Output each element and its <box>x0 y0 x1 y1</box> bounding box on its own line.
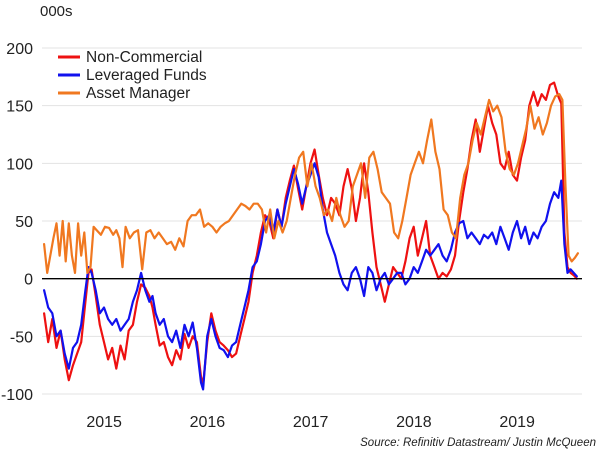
y-tick-labels: 200 150 100 50 0 -50 -100 <box>1 41 33 404</box>
y-tick-label: -100 <box>1 387 33 404</box>
y-tick-label: 150 <box>6 99 33 116</box>
y-tick-label: 50 <box>15 214 33 231</box>
source-label: Source: Refinitiv Datastream/ Justin McQ… <box>360 437 596 449</box>
series-line-2 <box>43 93 579 274</box>
y-tick-label: 0 <box>24 272 33 289</box>
x-tick-labels: 2015 2016 2017 2018 2019 <box>86 414 535 431</box>
x-tick-label: 2015 <box>86 414 122 431</box>
legend-label: Asset Manager <box>86 85 190 102</box>
y-tick-label: 100 <box>6 156 33 173</box>
legend-label: Leveraged Funds <box>86 67 207 84</box>
legend-label: Non-Commercial <box>86 49 202 66</box>
x-tick-label: 2017 <box>293 414 329 431</box>
x-tick-label: 2019 <box>499 414 535 431</box>
x-tick-label: 2018 <box>396 414 432 431</box>
y-tick-label: -50 <box>10 329 33 346</box>
series-lines <box>43 81 579 391</box>
y-tick-label: 200 <box>6 41 33 58</box>
y-unit-label: 000s <box>40 3 73 20</box>
x-tick-label: 2016 <box>190 414 226 431</box>
